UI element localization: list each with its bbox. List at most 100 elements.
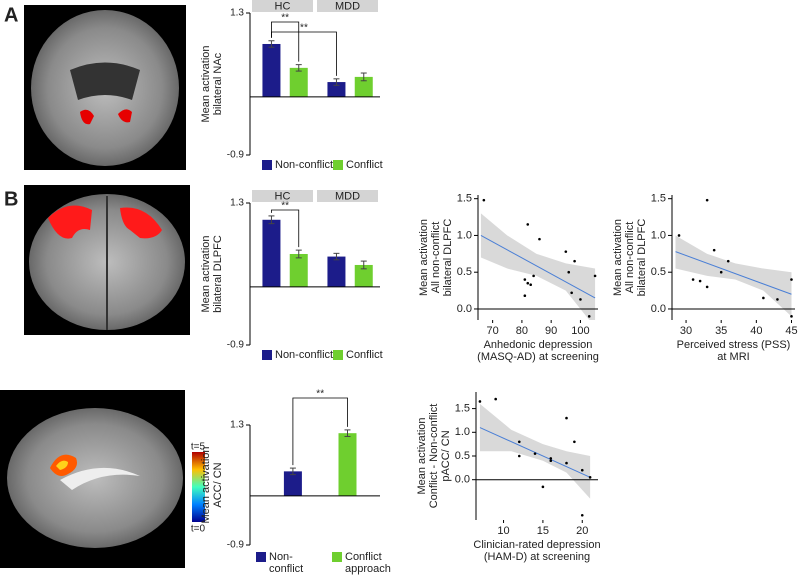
- point: [533, 452, 537, 455]
- x-axis-label: at MRI: [717, 351, 749, 363]
- significance-label: **: [281, 201, 289, 212]
- bar: [262, 219, 281, 287]
- confidence-band: [675, 235, 792, 317]
- legend-swatch: [256, 552, 266, 562]
- point: [523, 278, 527, 281]
- error-bar: [360, 260, 367, 270]
- error-bar: [295, 249, 302, 259]
- point: [698, 279, 702, 283]
- legend-swatch: [333, 350, 343, 360]
- x-tick-label: 35: [715, 325, 727, 337]
- y-tick-label: 0.0: [457, 303, 472, 315]
- point: [549, 459, 553, 463]
- x-axis-label: Perceived stress (PSS): [677, 339, 791, 351]
- colorbar-label: t=5: [191, 442, 206, 453]
- x-axis-label: Anhedonic depression: [484, 339, 593, 351]
- y-tick-label: 1.3: [230, 8, 244, 19]
- point: [573, 440, 576, 444]
- panel-label: B: [4, 188, 18, 210]
- x-axis-label: (HAM-D) at screening: [484, 551, 590, 563]
- significance-bracket: [292, 397, 348, 466]
- error-bar: [360, 72, 367, 82]
- x-tick-label: 20: [576, 525, 588, 537]
- group-label: MDD: [335, 190, 360, 202]
- group-label: HC: [275, 0, 291, 12]
- point: [776, 298, 779, 301]
- point: [532, 274, 535, 278]
- x-tick-label: 40: [750, 325, 762, 337]
- legend-item: Conflict approach: [332, 551, 391, 575]
- point: [564, 250, 568, 253]
- y-tick-label: 1.5: [455, 402, 470, 414]
- panel-label: A: [4, 4, 18, 26]
- y-tick-label: -0.9: [227, 540, 245, 551]
- legend-swatch: [262, 160, 272, 170]
- x-tick-label: 90: [545, 325, 557, 337]
- y-axis-label: Mean activation: [200, 45, 212, 122]
- point: [570, 291, 573, 295]
- confidence-band: [479, 403, 591, 499]
- legend-swatch: [262, 350, 272, 360]
- y-tick-label: 0.0: [651, 303, 666, 315]
- bar: [354, 264, 373, 287]
- y-axis-label: bilateral NAc: [212, 52, 224, 115]
- x-axis-label: (MASQ-AD) at screening: [477, 351, 599, 363]
- point: [529, 283, 532, 287]
- point: [565, 461, 568, 465]
- error-bar: [333, 78, 340, 86]
- legend-item: Conflict: [333, 349, 383, 361]
- x-tick-label: 45: [785, 325, 797, 337]
- legend-label: Non-conflict: [275, 349, 334, 361]
- error-bar: [289, 467, 296, 476]
- y-tick-label: 1.0: [457, 229, 472, 241]
- y-axis-label: Mean activation: [418, 219, 430, 296]
- colorbar-label: t=0: [191, 524, 206, 535]
- point: [790, 315, 793, 318]
- legend-swatch: [333, 160, 343, 170]
- x-axis-label: Clinician-rated depression: [473, 539, 600, 551]
- point: [712, 248, 716, 252]
- x-tick-label: 100: [571, 325, 589, 337]
- legend-label: Conflict: [346, 159, 383, 171]
- group-header: [317, 190, 378, 202]
- fit-line: [675, 251, 792, 295]
- error-bar: [344, 429, 351, 437]
- group-header: [252, 0, 313, 12]
- x-tick-label: 30: [680, 325, 692, 337]
- x-tick-label: 80: [516, 325, 528, 337]
- y-axis-label: Mean activation: [200, 235, 212, 312]
- brain-sagittal: [0, 390, 185, 568]
- legend-label: Non-conflict approach: [269, 551, 304, 575]
- bar: [289, 253, 308, 287]
- point: [526, 281, 530, 285]
- point: [478, 400, 482, 403]
- y-tick-label: 1.0: [455, 426, 470, 438]
- point: [726, 259, 730, 263]
- point: [567, 270, 571, 274]
- legend-label: Non-conflict: [275, 159, 334, 171]
- y-axis-label: Conflict - Non-conflict: [428, 404, 440, 509]
- y-tick-label: 1.5: [457, 193, 472, 205]
- y-tick-label: 1.3: [230, 420, 244, 431]
- group-header: [252, 190, 313, 202]
- bar: [283, 471, 302, 496]
- y-tick-label: 0.0: [455, 474, 470, 486]
- error-bar: [268, 215, 275, 225]
- y-tick-label: -0.9: [227, 150, 245, 161]
- point: [580, 468, 584, 472]
- legend-item: Conflict: [333, 159, 383, 171]
- y-tick-label: 1.5: [651, 193, 666, 205]
- group-header: [317, 0, 378, 12]
- brain-axial: [24, 185, 190, 335]
- x-tick-label: 70: [487, 325, 499, 337]
- legend-swatch: [332, 552, 342, 562]
- point: [705, 198, 709, 202]
- y-axis-label: All non-conflict: [430, 222, 442, 294]
- error-bar: [295, 64, 302, 72]
- significance-label: **: [300, 23, 308, 34]
- significance-label: **: [281, 13, 289, 24]
- y-axis-label: bilateral DLPFC: [636, 219, 648, 297]
- legend-item: Non-conflict: [262, 349, 333, 361]
- confidence-band: [480, 213, 596, 320]
